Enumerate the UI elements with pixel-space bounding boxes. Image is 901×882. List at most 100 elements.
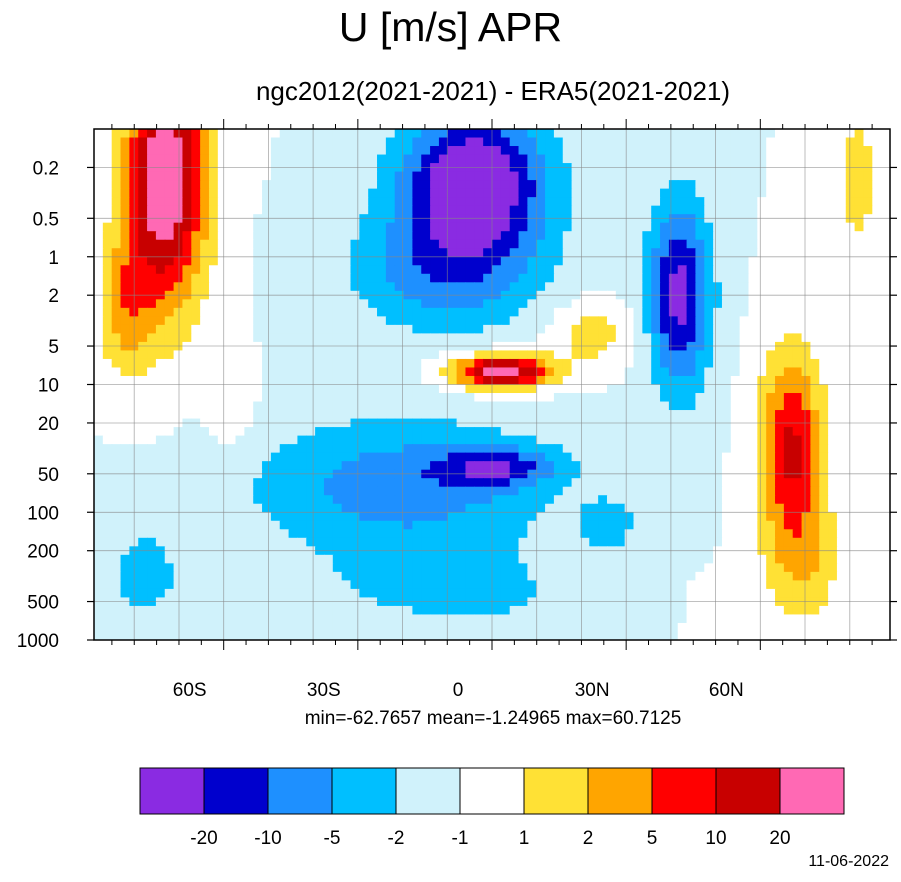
field-cell [111,461,122,471]
field-cell [200,350,210,360]
field-cell [686,529,697,539]
field-cell [102,495,113,505]
field-cell [642,401,652,411]
field-cell [173,333,184,343]
field-cell [102,197,113,207]
field-cell [509,529,520,539]
field-cell [147,375,157,386]
field-cell [483,256,493,266]
field-cell [651,350,661,360]
field-cell [527,307,537,317]
field-cell [536,588,546,599]
field-cell [598,452,608,462]
field-cell [695,571,705,581]
field-cell [624,333,635,343]
field-cell [783,129,794,139]
field-cell [120,401,130,411]
field-cell [323,324,334,334]
field-cell [713,299,723,309]
field-cell [438,171,449,181]
field-cell [545,273,555,283]
field-cell [704,265,714,275]
field-cell [748,299,758,309]
field-cell [686,444,697,454]
field-cell [536,197,546,207]
field-cell [394,231,405,241]
field-cell [341,393,352,403]
field-cell [668,265,679,275]
field-cell [217,171,228,181]
field-cell [438,520,449,530]
field-cell [730,588,741,599]
field-cell [288,205,299,215]
field-cell [315,265,325,275]
field-cell [120,588,130,599]
field-cell [147,239,157,249]
field-cell [819,205,829,215]
field-cell [359,333,369,343]
field-cell [500,393,511,403]
field-cell [580,171,590,181]
field-cell [456,239,467,249]
field-cell [155,324,166,334]
field-cell [704,282,714,292]
field-cell [615,282,626,292]
field-cell [270,580,281,590]
field-cell [94,469,104,479]
field-cell [651,580,661,590]
field-cell [704,367,714,377]
field-cell [792,367,803,377]
field-cell [536,256,546,266]
field-cell [270,384,281,394]
field-cell [147,299,157,309]
field-cell [164,503,175,513]
field-cell [748,529,758,539]
field-cell [262,495,272,505]
field-cell [385,316,396,326]
field-cell [792,410,803,420]
field-cell [651,461,661,471]
field-cell [279,469,290,479]
field-cell [164,307,175,317]
field-cell [385,461,396,471]
field-cell [217,188,228,198]
field-cell [217,231,228,241]
field-cell [474,469,484,479]
field-cell [624,410,635,420]
field-cell [748,222,758,232]
field-cell [536,282,546,292]
field-cell [845,435,856,445]
field-cell [235,401,245,411]
field-cell [235,563,245,573]
field-cell [598,350,608,360]
field-cell [863,282,873,292]
field-cell [94,529,104,539]
field-cell [881,461,890,471]
field-cell [836,512,847,522]
field-cell [783,231,794,241]
field-cell [571,248,582,258]
field-cell [438,529,449,539]
field-cell [120,435,130,445]
field-cell [713,520,723,530]
field-cell [651,401,661,411]
field-cell [350,358,360,369]
field-cell [394,256,405,266]
field-cell [836,265,847,275]
field-cell [430,503,440,513]
field-cell [518,324,528,334]
field-cell [244,597,254,607]
field-cell [766,239,776,249]
field-cell [474,248,484,258]
field-cell [94,580,104,590]
field-cell [810,401,820,411]
field-cell [191,316,201,326]
field-cell [677,563,688,573]
field-cell [385,375,396,386]
field-cell [615,180,626,190]
field-cell [456,333,467,343]
field-cell [368,188,378,198]
field-cell [810,282,820,292]
field-cell [474,324,484,334]
field-cell [226,231,237,241]
